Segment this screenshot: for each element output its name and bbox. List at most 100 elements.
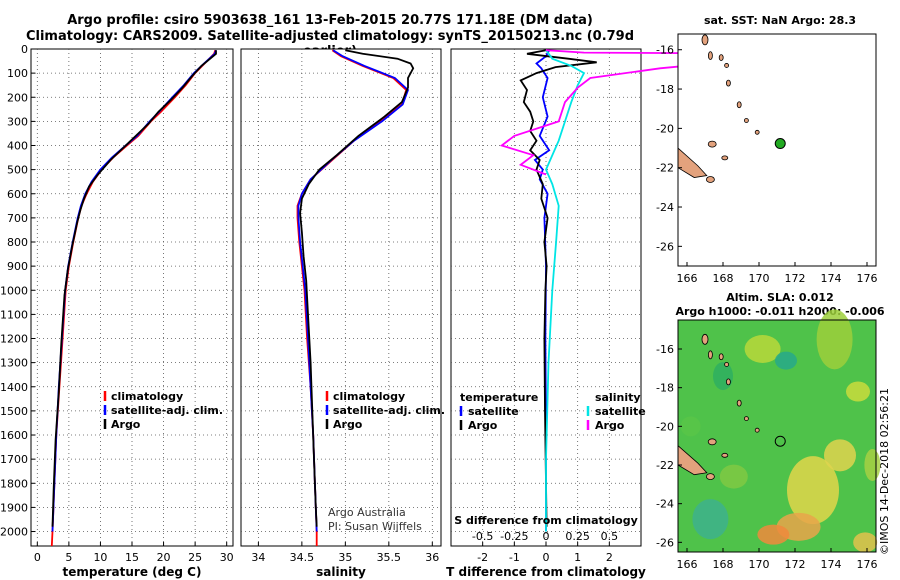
difference-xlabel: T difference from climatology [446,565,646,579]
sst_map-xtick-label: 172 [785,272,806,285]
island-shape [718,353,724,361]
island-shape [744,416,749,422]
sla-anomaly-patch [864,449,881,481]
temperature-xtick-label: 25 [188,551,202,564]
sst_map-xtick-label: 168 [713,272,734,285]
sla_map-xtick-label: 176 [857,558,878,571]
temperature-legend-label: climatology [111,390,183,403]
sla_map-float-marker [774,435,786,447]
sla-anomaly-patch [787,456,839,525]
difference-series-s-satellite [545,49,586,532]
temperature-xtick-label: 0 [34,551,41,564]
sla-anomaly-patch [816,309,853,370]
depth-tick-label: 1000 [0,284,28,297]
diff-legend-label: satellite [595,405,646,418]
sla-anomaly-patch [719,464,748,489]
sst_map-xtick-label: 174 [821,272,842,285]
island-shape [736,101,742,109]
diff-legend-label: satellite [468,405,519,418]
sst_map-ytick-label: -26 [656,240,674,253]
island-shape [718,54,724,61]
sst-map-title: sat. SST: NaN Argo: 28.3 [703,14,857,27]
difference-xtick-label: 1 [574,551,581,564]
diff-legend-salinity-heading: salinity [595,391,641,404]
diff-s-tick-label: -0.5 [472,530,493,543]
island-shape [736,399,742,407]
sst_map-ytick-label: -16 [656,44,674,57]
sla-anomaly-patch [846,381,870,402]
sla-anomaly-patch [775,351,797,370]
salinity-xtick-label: 35.5 [377,551,402,564]
sla-anomaly-patch [713,362,733,391]
sla_map-ytick-label: -20 [656,420,674,433]
sst_map-frame [677,33,877,267]
salinity-xtick-label: 35 [338,551,352,564]
sla_map-ytick-label: -18 [656,382,674,395]
island-shape [754,129,760,135]
plot-title-line1: Argo profile: csiro 5903638_161 13-Feb-2… [67,13,593,28]
depth-tick-label: 800 [7,236,28,249]
diff-s-axis-title: S difference from climatology [454,514,638,527]
salinity-legend-label: satellite-adj. clim. [333,404,445,417]
diff-s-tick-label: -0.25 [500,530,528,543]
difference-xtick-label: 2 [606,551,613,564]
sla-anomaly-patch [692,499,729,540]
depth-tick-label: 700 [7,212,28,225]
sla_map-xtick-label: 174 [821,558,842,571]
temperature-xtick-label: 10 [93,551,107,564]
diff-s-tick-label: 0 [543,530,550,543]
island-shape [724,362,729,367]
sst_map-xtick-label: 170 [749,272,770,285]
diff-s-tick-label: 0.25 [565,530,590,543]
temperature-xlabel: temperature (deg C) [63,565,202,579]
island-shape [708,51,713,61]
island-shape [754,427,760,433]
depth-tick-label: 100 [7,67,28,80]
temperature-series-argo [51,50,217,527]
depth-tick-label: 1800 [0,477,28,490]
difference-series-t-argo [519,49,597,527]
sla-anomaly-patch [744,335,781,363]
sla_map-xtick-label: 168 [713,558,734,571]
diff-legend-label: Argo [468,419,498,432]
sst_map-ytick-label: -20 [656,122,674,135]
depth-tick-label: 1600 [0,429,28,442]
sla-anomaly-patch [853,532,878,553]
island-shape [721,452,729,458]
sla_map-xtick-label: 172 [785,558,806,571]
diff-legend-temperature-heading: temperature [460,391,538,404]
depth-tick-label: 1400 [0,381,28,394]
depth-tick-label: 300 [7,115,28,128]
diff-s-tick-label: 0.5 [601,530,619,543]
sla_map-xtick-label: 170 [749,558,770,571]
sla-anomaly-patch [757,524,790,545]
temperature-xtick-label: 15 [125,551,139,564]
salinity-xtick-label: 34.5 [290,551,315,564]
sla_map-ytick-label: -26 [656,536,674,549]
depth-tick-label: 1900 [0,501,28,514]
island-shape [726,79,731,87]
temperature-legend-label: Argo [111,418,141,431]
island-shape [707,438,717,446]
salinity-xtick-label: 34 [251,551,265,564]
sst_map-xtick-label: 176 [857,272,878,285]
difference-xtick-label: -2 [477,551,488,564]
island-shape [701,333,709,345]
difference-xtick-label: -1 [509,551,520,564]
island-shape [724,63,729,68]
island-shape [708,350,713,360]
salinity-xlabel: salinity [316,565,366,579]
depth-tick-label: 0 [21,43,28,56]
depth-tick-label: 900 [7,260,28,273]
salinity-legend-label: Argo [333,418,363,431]
island-shape [726,378,731,386]
temperature-xtick-label: 30 [220,551,234,564]
depth-tick-label: 1500 [0,405,28,418]
salinity-annotation: PI: Susan Wijffels [328,520,422,533]
difference-xtick-label: 0 [543,551,550,564]
depth-tick-label: 1700 [0,453,28,466]
island-shape [707,140,717,148]
sst_map-ytick-label: -18 [656,83,674,96]
salinity-legend-label: climatology [333,390,405,403]
